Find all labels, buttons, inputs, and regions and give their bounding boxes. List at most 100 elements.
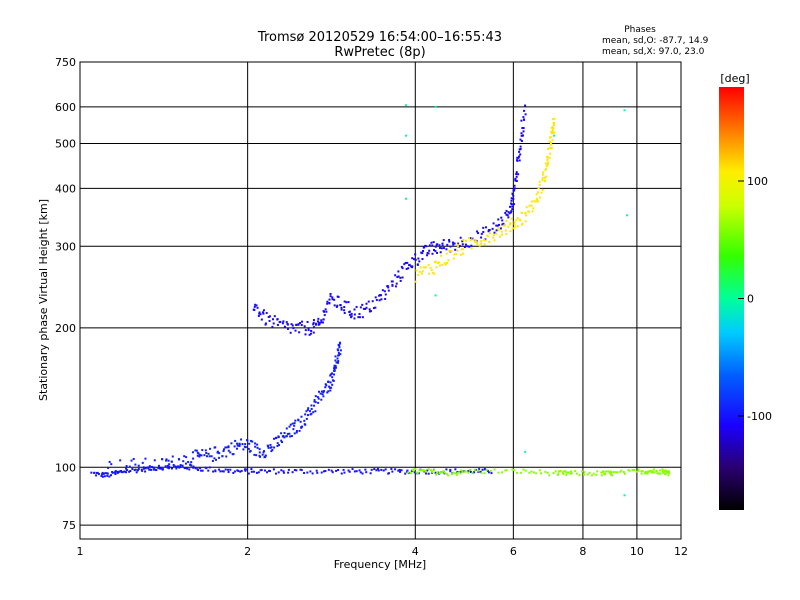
scatter-point [314,410,317,413]
scatter-point [510,203,513,206]
scatter-point [420,251,423,254]
scatter-point [647,470,650,473]
scatter-point [427,264,430,267]
scatter-point [517,156,520,159]
scatter-point [447,474,450,477]
scatter-point [328,301,331,304]
scatter-point [357,316,360,319]
scatter-point [426,469,429,472]
scatter-point [361,303,364,306]
scatter-point [288,432,291,435]
scatter-point [144,457,147,460]
scatter-point [227,449,230,452]
scatter-point [263,450,266,453]
scatter-point [616,471,619,474]
scatter-point [335,361,338,364]
scatter-point [306,414,309,417]
scatter-point [637,469,640,472]
scatter-point [535,193,538,196]
scatter-point [337,295,340,298]
scatter-point [491,227,494,230]
scatter-point [334,355,337,358]
scatter-point [282,434,285,437]
scatter-point [208,455,211,458]
scatter-point [550,146,553,149]
scatter-point [456,250,459,253]
scatter-point [226,468,229,471]
scatter-point [298,331,301,334]
scatter-point [314,323,317,326]
scatter-point [532,207,535,210]
scatter-point [434,294,437,297]
scatter-point [108,475,111,478]
scatter-point [359,471,362,474]
scatter-point [304,423,307,426]
scatter-point [170,460,173,463]
scatter-point [553,131,556,134]
scatter-point [462,238,465,241]
plot-frame [79,61,682,540]
scatter-point [484,239,487,242]
scatter-point [460,469,463,472]
scatter-point [297,323,300,326]
scatter-point [427,468,430,471]
scatter-point [533,200,536,203]
scatter-point [666,470,669,473]
scatter-point [424,472,427,475]
scatter-point [290,323,293,326]
y-tick-label: 500 [55,138,76,151]
scatter-point [323,314,326,317]
y-tick-label: 100 [55,461,76,474]
scatter-point [309,332,312,335]
scatter-point [473,468,476,471]
scatter-point [286,323,289,326]
scatter-point [528,210,531,213]
scatter-point [433,272,436,275]
scatter-point [317,390,320,393]
scatter-point [282,470,285,473]
scatter-point [295,323,298,326]
scatter-point [321,321,324,324]
scatter-point [328,298,331,301]
scatter-point [620,469,623,472]
scatter-point [493,231,496,234]
scatter-point [434,471,437,474]
scatter-point [336,361,339,364]
scatter-point [411,257,414,260]
scatter-point [468,237,471,240]
scatter-point [289,331,292,334]
scatter-point [541,173,544,176]
scatter-point [196,451,199,454]
scatter-point [100,473,103,476]
scatter-point [361,472,364,475]
scatter-point [165,459,168,462]
scatter-point [575,472,578,475]
scatter-point [375,469,378,472]
scatter-point [267,446,270,449]
scatter-point [282,471,285,474]
colorbar-tick-label: -100 [747,410,772,423]
scatter-point [553,134,556,137]
scatter-point [512,203,515,206]
scatter-point [350,315,353,318]
scatter-point [324,308,327,311]
scatter-point [257,471,260,474]
scatter-point [365,306,368,309]
scatter-point [520,132,523,135]
scatter-point [564,470,567,473]
scatter-point [405,104,408,107]
scatter-point [171,455,174,458]
scatter-point [552,472,555,475]
scatter-point [413,258,416,261]
scatter-point [545,164,548,167]
scatter-point [283,436,286,439]
scatter-point [348,470,351,473]
scatter-point [608,472,611,475]
scatter-point [316,471,319,474]
scatter-point [430,241,433,244]
scatter-point [518,150,521,153]
scatter-point [545,167,548,170]
scatter-point [172,463,175,466]
scatter-point [436,251,439,254]
scatter-point [264,454,267,457]
